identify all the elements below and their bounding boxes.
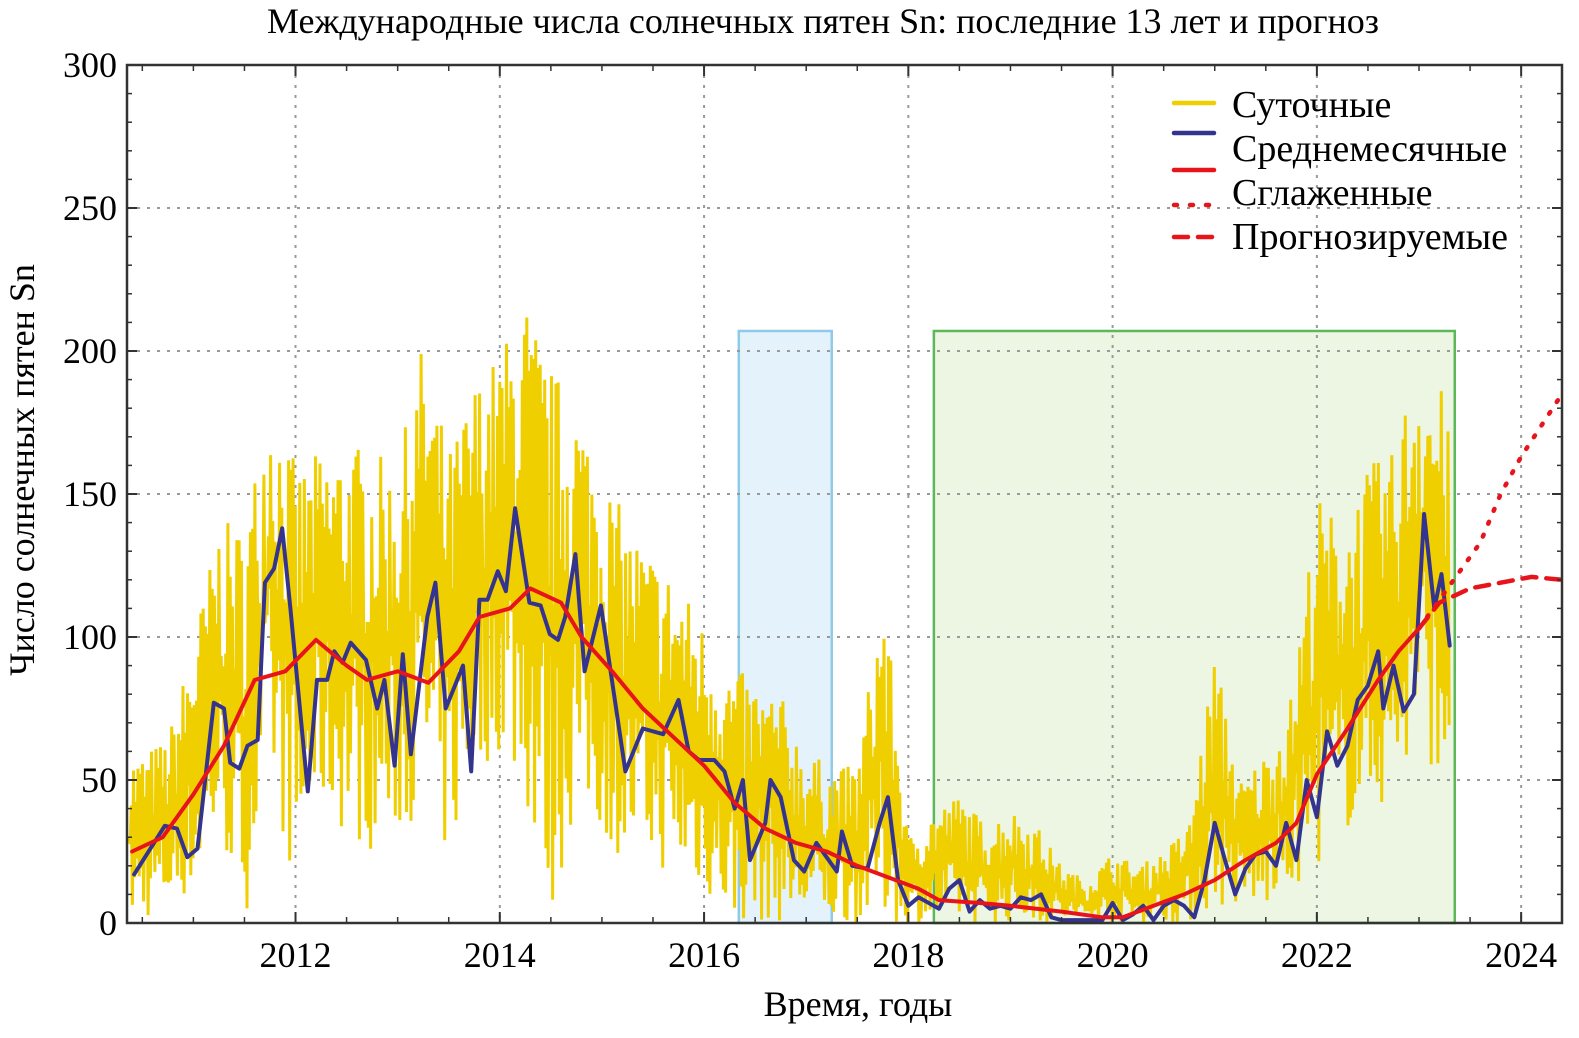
y-tick-label: 50 bbox=[81, 760, 117, 800]
legend-label: Среднемесячные bbox=[1232, 128, 1507, 170]
x-tick-label: 2022 bbox=[1281, 935, 1353, 975]
y-tick-label: 300 bbox=[63, 45, 117, 85]
x-tick-label: 2024 bbox=[1485, 935, 1557, 975]
legend-label: Прогнозируемые bbox=[1232, 216, 1508, 258]
series-forecast-dashed-line bbox=[1416, 574, 1565, 631]
y-tick-label: 200 bbox=[63, 331, 117, 371]
y-tick-label: 0 bbox=[99, 903, 117, 943]
x-tick-label: 2012 bbox=[260, 935, 332, 975]
series-monthly-line bbox=[132, 506, 1452, 923]
y-axis-label: Число солнечных пятен Sn bbox=[2, 264, 42, 676]
x-tick-label: 2018 bbox=[872, 935, 944, 975]
series-smoothed-line bbox=[130, 586, 1421, 920]
series-daily-line bbox=[127, 317, 1451, 923]
x-tick-label: 2014 bbox=[464, 935, 536, 975]
x-axis-label: Время, годы bbox=[764, 984, 953, 1024]
chart-title: Международные числа солнечных пятен Sn: … bbox=[267, 1, 1379, 41]
x-tick-label: 2020 bbox=[1077, 935, 1149, 975]
y-tick-label: 150 bbox=[63, 474, 117, 514]
legend-label: Сглаженные bbox=[1232, 172, 1433, 214]
y-tick-label: 250 bbox=[63, 188, 117, 228]
series-forecast-dotted-line bbox=[1416, 391, 1565, 631]
x-tick-label: 2016 bbox=[668, 935, 740, 975]
legend: СуточныеСреднемесячныеСглаженныеПрогнози… bbox=[1171, 84, 1508, 258]
y-tick-label: 100 bbox=[63, 617, 117, 657]
legend-label: Суточные bbox=[1232, 84, 1391, 126]
